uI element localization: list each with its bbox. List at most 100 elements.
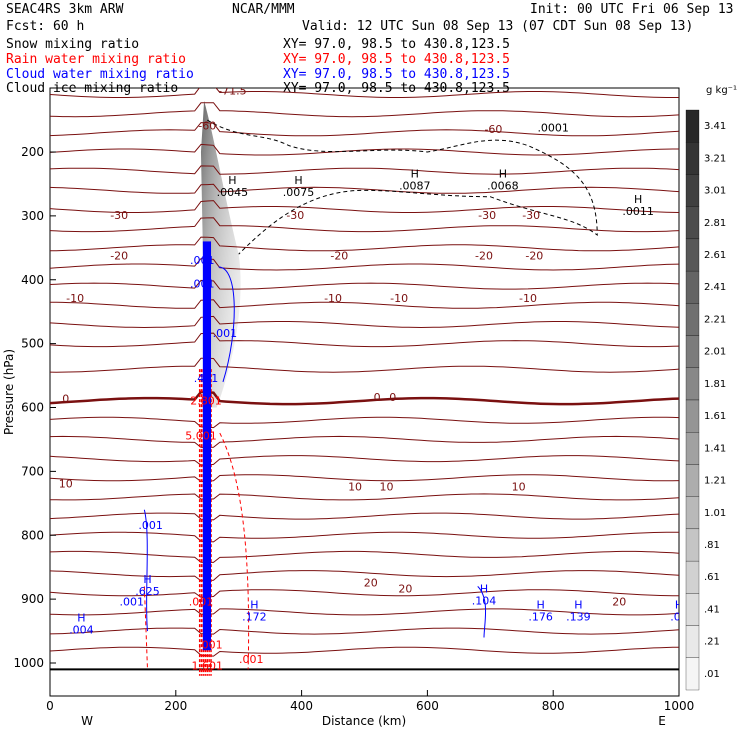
colorbar-swatch	[685, 303, 700, 336]
maximum-label: H .0075	[283, 174, 315, 199]
isotherm-line	[50, 165, 679, 175]
colorbar-label: 2.01	[704, 347, 726, 358]
maximum-label: H .0045	[217, 174, 249, 199]
colorbar-swatch	[685, 109, 700, 143]
y-tick-label: 900	[21, 592, 44, 606]
colorbar-label: 2.41	[704, 282, 726, 293]
contour-label: .001	[138, 519, 163, 532]
isotherm-line	[50, 512, 679, 521]
colorbar-swatch	[685, 496, 700, 530]
colorbar-label: .81	[704, 540, 720, 551]
isotherm-line	[50, 299, 679, 309]
colorbar-label: 1.81	[704, 379, 726, 390]
isotherm-line	[50, 646, 679, 657]
colorbar-swatch	[685, 560, 700, 594]
colorbar-label: 1.61	[704, 411, 726, 422]
contour-label: 2.801	[190, 394, 222, 407]
contour-label: 0	[389, 391, 396, 404]
colorbar-label: 3.21	[704, 153, 726, 164]
cloudwater-core	[202, 241, 212, 651]
colorbar-label: .41	[704, 604, 720, 615]
isotherm-line	[50, 258, 679, 271]
colorbar-swatch	[685, 528, 700, 562]
contour-label: -20	[525, 249, 543, 262]
y-tick-label: 200	[21, 145, 44, 159]
y-tick-label: 1000	[13, 656, 44, 670]
contour-label: -20	[475, 249, 493, 262]
field-rain-name: Rain water mixing ratio	[6, 52, 186, 67]
colorbar-swatch	[685, 270, 700, 304]
isotherm-line	[50, 122, 679, 137]
field-rain-xy: XY= 97.0, 98.5 to 430.8,123.5	[283, 52, 510, 67]
x-ticks: 0 200 400 600 800 1000	[46, 690, 694, 713]
colorbar-swatch	[685, 174, 700, 207]
contour-label: .001	[190, 277, 215, 290]
contour-label: -30	[478, 209, 496, 222]
colorbar-swatch	[685, 206, 700, 240]
x-tick-label: 800	[542, 699, 565, 713]
isotherm-line	[50, 627, 679, 635]
colorbar-swatch	[685, 238, 700, 272]
contour-label: -10	[390, 292, 408, 305]
y-ticks: 200 300 400 500 600 700 800 900 1000	[13, 145, 56, 670]
colorbar-unit: g kg⁻¹	[706, 85, 737, 96]
ice-contour	[206, 119, 598, 255]
isotherm-line	[50, 200, 679, 213]
field-snow-name: Snow mixing ratio	[6, 37, 139, 52]
contour-label: 5.001	[185, 429, 217, 442]
contour-label: 1.601	[192, 659, 224, 672]
maximum-label: H .0087	[399, 168, 431, 193]
rain-contour-outer	[219, 432, 250, 670]
isotherm-line	[50, 493, 679, 501]
contour-label: -71.86	[661, 78, 696, 91]
isotherm-line	[50, 183, 679, 194]
colorbar: 3.41 3.21 3.01 2.81 2.61 2.41 2.21 2.01 1.81 1.61…	[685, 109, 726, 691]
isotherm-line	[50, 88, 679, 98]
contour-label: 0	[374, 391, 381, 404]
colorbar-swatch	[685, 367, 700, 401]
header-model: SEAC4RS 3km ARW	[6, 2, 124, 17]
contour-label: 0	[62, 392, 69, 405]
isotherm-line	[50, 357, 679, 373]
isotherm-line	[50, 315, 679, 329]
colorbar-swatch	[685, 399, 700, 433]
contour-label: -30	[110, 209, 128, 222]
maximum-label: H .176	[528, 599, 553, 624]
plot-area: H .0045 H .0075 H .0087 H .0068 H .0011 H .004 H .172…	[50, 78, 696, 676]
isotherm-line	[50, 143, 679, 156]
cloudwater-contour-east	[477, 585, 487, 638]
isotherm-line	[50, 416, 679, 429]
contour-label: 20	[612, 596, 626, 609]
colorbar-label: .21	[704, 637, 720, 648]
y-tick-label: 400	[21, 273, 44, 287]
y-tick-label: 500	[21, 337, 44, 351]
contour-label: 20	[398, 583, 412, 596]
isotherm-line	[50, 236, 679, 252]
isotherm-line	[50, 570, 679, 582]
contour-label: .001	[189, 596, 214, 609]
isotherm-line	[50, 474, 679, 483]
maximum-label: H .02	[670, 599, 688, 624]
maximum-label: H .0011	[622, 193, 654, 218]
contour-label: -10	[519, 292, 537, 305]
y-tick-label: 700	[21, 464, 44, 478]
cloudwater-contour-west	[143, 509, 148, 632]
x-tick-label: 0	[46, 699, 54, 713]
y-axis-label: Pressure (hPa)	[2, 349, 16, 435]
isotherm-line	[50, 455, 679, 466]
colorbar-label: .61	[704, 572, 720, 583]
isotherm-line	[50, 332, 679, 348]
colorbar-label: 2.61	[704, 250, 726, 261]
contour-label: .001	[213, 327, 238, 340]
colorbar-label: .01	[704, 669, 720, 680]
header-valid: Valid: 12 UTC Sun 08 Sep 13 (07 CDT Sun …	[302, 19, 693, 34]
x-tick-label: 200	[164, 699, 187, 713]
y-tick-label: 600	[21, 401, 44, 415]
colorbar-label: 1.01	[704, 508, 726, 519]
isotherm-line	[50, 435, 679, 448]
contour-label: .001	[239, 653, 264, 666]
contour-label: -30	[522, 209, 540, 222]
header-fcst: Fcst: 60 h	[6, 19, 84, 34]
field-cloudwater-xy: XY= 97.0, 98.5 to 430.8,123.5	[283, 67, 510, 82]
